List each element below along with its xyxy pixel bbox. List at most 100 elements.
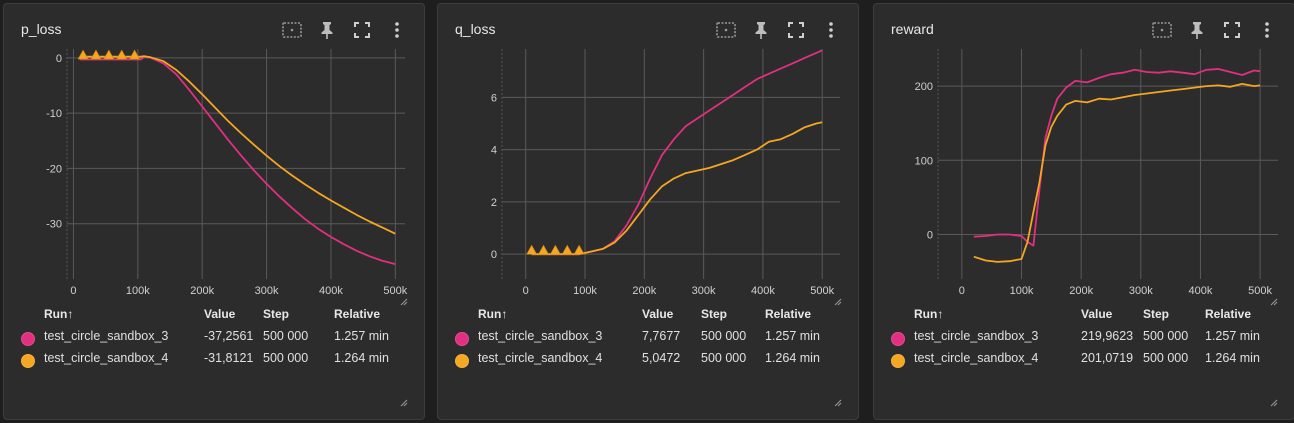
line-chart[interactable]: 0 100k 200k 300k 400k 500k 0 100 200 bbox=[874, 4, 1294, 304]
y-tick-label: -30 bbox=[46, 219, 62, 231]
run-color-dot[interactable] bbox=[891, 354, 905, 368]
x-tick-label: 0 bbox=[523, 285, 529, 297]
x-tick-label: 100k bbox=[126, 285, 150, 297]
run-step: 500 000 bbox=[701, 329, 747, 343]
more-vert-icon[interactable] bbox=[820, 19, 842, 41]
run-color-dot[interactable] bbox=[455, 332, 469, 346]
nan-marker[interactable] bbox=[561, 244, 573, 255]
more-vert-icon[interactable] bbox=[386, 19, 408, 41]
run-step: 500 000 bbox=[701, 351, 747, 365]
x-tick-label: 100k bbox=[1010, 285, 1034, 297]
sort-arrow-icon: ↑ bbox=[937, 307, 944, 321]
run-color-dot[interactable] bbox=[891, 332, 905, 346]
series-line-2[interactable] bbox=[973, 83, 1261, 263]
more-vert-icon[interactable] bbox=[1256, 19, 1278, 41]
x-tick-label: 300k bbox=[692, 285, 716, 297]
chart-title: reward bbox=[891, 21, 934, 37]
column-header-run[interactable]: Run↑ bbox=[44, 307, 74, 321]
run-value: 201,0719 bbox=[1081, 351, 1134, 365]
x-tick-label: 400k bbox=[751, 285, 775, 297]
y-tick-label: 0 bbox=[491, 249, 497, 261]
series-line-1[interactable] bbox=[973, 68, 1261, 247]
run-step: 500 000 bbox=[1143, 329, 1189, 343]
column-header-value[interactable]: Value bbox=[1081, 307, 1113, 321]
x-tick-label: 400k bbox=[319, 285, 343, 297]
line-chart[interactable]: 0 100k 200k 300k 400k 500k 0 -10 -20 -30 bbox=[4, 4, 426, 304]
run-name: test_circle_sandbox_3 bbox=[44, 329, 169, 343]
pin-icon[interactable] bbox=[750, 19, 772, 41]
run-color-dot[interactable] bbox=[455, 354, 469, 368]
sort-arrow-icon: ↑ bbox=[501, 307, 508, 321]
column-header-relative[interactable]: Relative bbox=[1205, 307, 1252, 321]
data-selection-icon[interactable] bbox=[1151, 19, 1173, 41]
run-step: 500 000 bbox=[1143, 351, 1189, 365]
pin-icon[interactable] bbox=[1186, 19, 1208, 41]
x-tick-label: 200k bbox=[632, 285, 656, 297]
run-value: -31,8121 bbox=[204, 351, 254, 365]
series-line-2[interactable] bbox=[531, 121, 823, 256]
chart-resize-handle[interactable] bbox=[834, 298, 842, 306]
x-tick-label: 500k bbox=[810, 285, 834, 297]
nan-marker[interactable] bbox=[116, 49, 128, 60]
nan-marker[interactable] bbox=[526, 244, 538, 255]
nan-marker[interactable] bbox=[90, 49, 102, 60]
run-value: 5,0472 bbox=[642, 351, 681, 365]
run-relative: 1.257 min bbox=[765, 329, 820, 343]
chart-title: q_loss bbox=[455, 21, 496, 37]
fullscreen-icon[interactable] bbox=[1221, 19, 1243, 41]
run-color-dot[interactable] bbox=[21, 332, 35, 346]
run-step: 500 000 bbox=[263, 351, 309, 365]
pin-icon[interactable] bbox=[316, 19, 338, 41]
run-step: 500 000 bbox=[263, 329, 309, 343]
column-header-relative[interactable]: Relative bbox=[334, 307, 381, 321]
y-tick-label: 4 bbox=[491, 145, 497, 157]
x-tick-label: 200k bbox=[1069, 285, 1093, 297]
series-line-1[interactable] bbox=[531, 49, 823, 256]
column-header-value[interactable]: Value bbox=[204, 307, 236, 321]
run-color-dot[interactable] bbox=[21, 354, 35, 368]
nan-marker[interactable] bbox=[129, 49, 141, 60]
run-value: -37,2561 bbox=[204, 329, 254, 343]
column-header-run[interactable]: Run↑ bbox=[914, 307, 944, 321]
table-resize-handle[interactable] bbox=[1270, 399, 1278, 407]
chart-resize-handle[interactable] bbox=[1270, 298, 1278, 306]
nan-marker[interactable] bbox=[573, 244, 585, 255]
data-selection-icon[interactable] bbox=[281, 19, 303, 41]
nan-marker[interactable] bbox=[549, 244, 561, 255]
nan-marker[interactable] bbox=[103, 49, 115, 60]
y-tick-label: 100 bbox=[915, 155, 933, 167]
chart-card: p_loss 0 100k 200k 300k 400k 500k 0 -10 -20 -30 R… bbox=[3, 3, 425, 420]
x-tick-label: 400k bbox=[1189, 285, 1213, 297]
run-name: test_circle_sandbox_4 bbox=[914, 351, 1039, 365]
series-line-2[interactable] bbox=[79, 55, 396, 235]
table-resize-handle[interactable] bbox=[400, 399, 408, 407]
sort-arrow-icon: ↑ bbox=[67, 307, 74, 321]
line-chart[interactable]: 0 100k 200k 300k 400k 500k 0 2 4 6 bbox=[438, 4, 860, 304]
y-tick-label: 0 bbox=[56, 53, 62, 65]
run-name: test_circle_sandbox_4 bbox=[44, 351, 169, 365]
run-relative: 1.257 min bbox=[334, 329, 389, 343]
column-header-step[interactable]: Step bbox=[1143, 307, 1170, 321]
chart-resize-handle[interactable] bbox=[400, 298, 408, 306]
column-header-step[interactable]: Step bbox=[701, 307, 728, 321]
run-relative: 1.257 min bbox=[1205, 329, 1260, 343]
table-resize-handle[interactable] bbox=[834, 399, 842, 407]
y-tick-label: 200 bbox=[915, 81, 933, 93]
y-tick-label: 0 bbox=[927, 229, 933, 241]
data-selection-icon[interactable] bbox=[715, 19, 737, 41]
chart-card: reward 0 100k 200k 300k 400k 500k 0 100 200 Run↑… bbox=[873, 3, 1294, 420]
column-header-relative[interactable]: Relative bbox=[765, 307, 812, 321]
y-tick-label: -20 bbox=[46, 163, 62, 175]
y-tick-label: -10 bbox=[46, 108, 62, 120]
column-header-step[interactable]: Step bbox=[263, 307, 290, 321]
column-header-run[interactable]: Run↑ bbox=[478, 307, 508, 321]
series-line-1[interactable] bbox=[79, 55, 396, 265]
run-name: test_circle_sandbox_3 bbox=[478, 329, 603, 343]
nan-marker[interactable] bbox=[537, 244, 550, 255]
fullscreen-icon[interactable] bbox=[351, 19, 373, 41]
column-header-value[interactable]: Value bbox=[642, 307, 674, 321]
x-tick-label: 200k bbox=[190, 285, 214, 297]
nan-marker[interactable] bbox=[77, 49, 89, 60]
run-relative: 1.264 min bbox=[334, 351, 389, 365]
fullscreen-icon[interactable] bbox=[785, 19, 807, 41]
